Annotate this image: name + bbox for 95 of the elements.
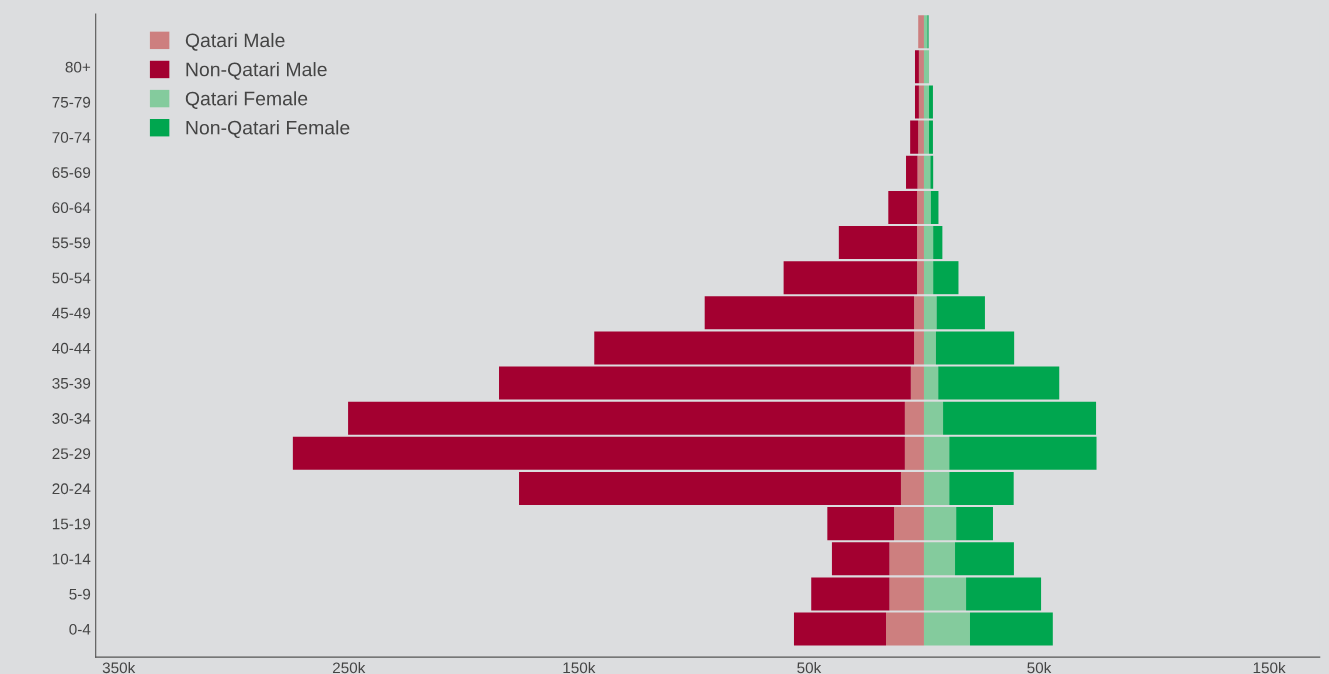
bar: [811, 577, 890, 611]
bar: [923, 507, 957, 541]
y-tick-label: 25-29: [52, 448, 91, 460]
bar: [923, 612, 970, 646]
bar: [910, 120, 919, 154]
y-tick-label: 55-59: [52, 237, 91, 249]
bar: [955, 542, 1014, 576]
bar: [918, 85, 924, 119]
bar: [930, 155, 934, 189]
legend-label: Qatari Female: [185, 91, 308, 109]
bar: [886, 612, 924, 646]
bar: [923, 577, 967, 611]
bar: [923, 120, 930, 154]
x-tick-label: 250k: [332, 662, 366, 674]
bar: [929, 120, 933, 154]
bar: [704, 296, 915, 330]
bar: [929, 85, 933, 119]
bar: [889, 577, 924, 611]
y-tick-label: 50-54: [52, 272, 91, 284]
x-tick-label: 150k: [563, 662, 596, 674]
bar: [923, 471, 950, 506]
bar: [923, 190, 931, 224]
bar: [923, 401, 944, 435]
bar: [889, 542, 924, 576]
bar: [904, 401, 924, 435]
y-tick-label: 45-49: [52, 307, 91, 319]
bar: [783, 261, 918, 295]
y-tick-label: 20-24: [52, 483, 91, 495]
bar: [914, 296, 924, 330]
bar: [969, 612, 1053, 646]
bar: [519, 471, 901, 506]
x-tick-label: 50k: [797, 662, 822, 674]
bar: [923, 366, 939, 400]
bar: [930, 190, 939, 224]
bar: [923, 261, 934, 295]
bar: [949, 471, 1014, 506]
bar: [917, 261, 924, 295]
bar: [914, 85, 919, 119]
y-tick-label: 75-79: [52, 96, 91, 108]
bar: [917, 226, 924, 260]
y-tick-label: 0-4: [69, 623, 91, 635]
bar: [827, 507, 895, 541]
y-tick-label: 10-14: [52, 553, 91, 565]
bar: [956, 507, 993, 541]
y-tick-label: 60-64: [52, 202, 91, 214]
bar: [348, 401, 905, 435]
bar: [910, 366, 924, 400]
legend-label: Non-Qatari Female: [186, 120, 350, 139]
y-tick-label: 40-44: [52, 342, 91, 354]
bar: [923, 226, 934, 260]
bar: [918, 15, 924, 49]
y-tick-label: 30-34: [52, 413, 91, 424]
x-tick-label: 150k: [1253, 662, 1286, 674]
bar: [594, 331, 915, 365]
bar: [917, 190, 924, 224]
y-tick-label: 5-9: [69, 588, 91, 600]
bar: [906, 155, 918, 189]
bar: [923, 542, 956, 576]
bar: [966, 577, 1042, 611]
y-tick-label: 65-69: [52, 167, 91, 178]
bar: [838, 226, 918, 260]
bar: [938, 366, 1060, 400]
bar: [943, 401, 1097, 435]
legend-label: Non-Qatari Male: [186, 62, 327, 80]
bar: [918, 50, 924, 84]
bar: [904, 436, 924, 470]
bar: [831, 542, 890, 576]
bar: [923, 436, 950, 470]
bar: [949, 436, 1097, 470]
y-tick-label: 70-74: [52, 132, 91, 143]
bar: [894, 507, 924, 541]
x-tick-label: 350k: [102, 662, 136, 674]
bar: [923, 331, 936, 365]
bar: [499, 366, 911, 400]
bar: [914, 331, 924, 365]
bar: [918, 120, 924, 154]
bar: [935, 331, 1015, 365]
bar: [793, 612, 886, 646]
bar: [923, 85, 930, 119]
y-tick-label: 35-39: [52, 377, 91, 389]
bar: [888, 190, 918, 224]
legend-label: Qatari Male: [185, 32, 285, 51]
bar: [923, 296, 937, 330]
x-tick-label: 50k: [1027, 662, 1052, 674]
bar: [917, 155, 924, 189]
y-tick-label: 80+: [65, 61, 91, 73]
y-tick-label: 15-19: [52, 518, 91, 530]
bar: [923, 155, 931, 189]
bar: [292, 436, 905, 470]
bar: [933, 226, 943, 260]
bar: [923, 50, 930, 84]
bar: [914, 50, 919, 84]
bar: [933, 261, 959, 295]
bar: [936, 296, 985, 330]
bar: [900, 471, 924, 506]
